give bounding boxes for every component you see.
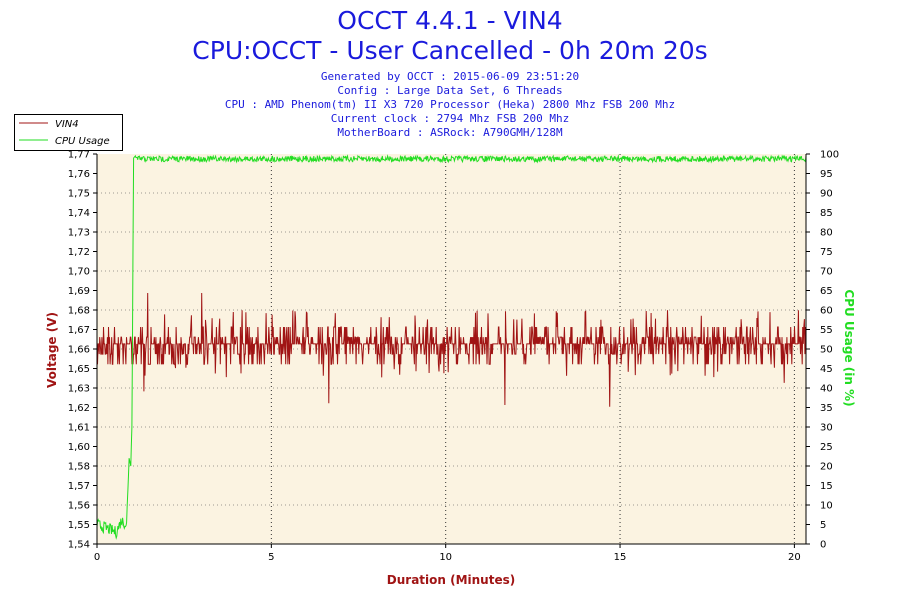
y2-tick-label: 90	[820, 189, 833, 200]
y2-tick-label: 45	[820, 364, 833, 375]
chart-title: OCCT 4.4.1 - VIN4	[337, 6, 563, 35]
y-tick-label: 1,76	[68, 169, 90, 180]
y-axis-label: Voltage (V)	[45, 312, 59, 388]
y2-tick-label: 65	[820, 286, 833, 297]
y2-tick-label: 20	[820, 462, 833, 473]
y-tick-label: 1,72	[68, 247, 90, 258]
series-cpu-usage-line	[96, 154, 807, 540]
x-tick-label: 10	[439, 552, 452, 563]
y2-tick-label: 15	[820, 481, 833, 492]
y2-tick-label: 95	[820, 169, 833, 180]
legend-cpu-label: CPU Usage	[55, 136, 110, 147]
y2-tick-label: 80	[820, 228, 833, 239]
info-config: Config : Large Data Set, 6 Threads	[337, 84, 563, 97]
x-axis-label: Duration (Minutes)	[387, 573, 515, 587]
y2-tick-label: 75	[820, 247, 833, 258]
y2-tick-label: 70	[820, 267, 833, 278]
series-vin4-line	[96, 292, 807, 407]
y2-tick-label: 10	[820, 501, 833, 512]
y-tick-label: 1,56	[68, 501, 90, 512]
y2-tick-label: 0	[820, 540, 826, 551]
y-tick-label: 1,61	[68, 423, 90, 434]
y-tick-label: 1,67	[68, 325, 90, 336]
y2-tick-label: 100	[820, 150, 839, 161]
y2-tick-label: 85	[820, 208, 833, 219]
y2-tick-label: 60	[820, 306, 833, 317]
legend-box	[14, 114, 123, 151]
info-clock: Current clock : 2794 Mhz FSB 200 Mhz	[330, 112, 570, 125]
y2-tick-label: 5	[820, 520, 826, 531]
y-tick-label: 1,75	[68, 189, 90, 200]
y-tick-label: 1,58	[68, 462, 90, 473]
y-tick-label: 1,60	[68, 442, 90, 453]
y-tick-label: 1,73	[68, 228, 90, 239]
y-tick-label: 1,66	[68, 345, 90, 356]
x-tick-label: 20	[788, 552, 801, 563]
y-tick-label: 1,57	[68, 481, 90, 492]
y-tick-label: 1,74	[68, 208, 90, 219]
y2-tick-label: 40	[820, 384, 833, 395]
y-tick-label: 1,54	[68, 540, 90, 551]
y2-axis-label: CPU Usage (in %)	[842, 289, 856, 406]
x-tick-label: 0	[94, 552, 100, 563]
y-tick-label: 1,70	[68, 267, 90, 278]
info-generated: Generated by OCCT : 2015-06-09 23:51:20	[320, 70, 580, 83]
legend-vin4-label: VIN4	[55, 119, 79, 130]
y-tick-label: 1,63	[68, 384, 90, 395]
y2-tick-label: 50	[820, 345, 833, 356]
chart-subtitle: CPU:OCCT - User Cancelled - 0h 20m 20s	[192, 36, 708, 65]
x-tick-label: 5	[268, 552, 274, 563]
y-tick-label: 1,55	[68, 520, 90, 531]
y2-tick-label: 35	[820, 403, 833, 414]
y-tick-label: 1,77	[68, 150, 90, 161]
info-motherboard: MotherBoard : ASRock: A790GMH/128M	[337, 126, 563, 139]
y2-tick-label: 25	[820, 442, 833, 453]
y-tick-label: 1,68	[68, 306, 90, 317]
y-tick-label: 1,62	[68, 403, 90, 414]
y2-tick-label: 30	[820, 423, 833, 434]
y2-tick-label: 55	[820, 325, 833, 336]
info-cpu: CPU : AMD Phenom(tm) II X3 720 Processor…	[224, 98, 676, 111]
x-tick-label: 15	[614, 552, 627, 563]
y-tick-label: 1,65	[68, 364, 90, 375]
y-tick-label: 1,69	[68, 286, 90, 297]
